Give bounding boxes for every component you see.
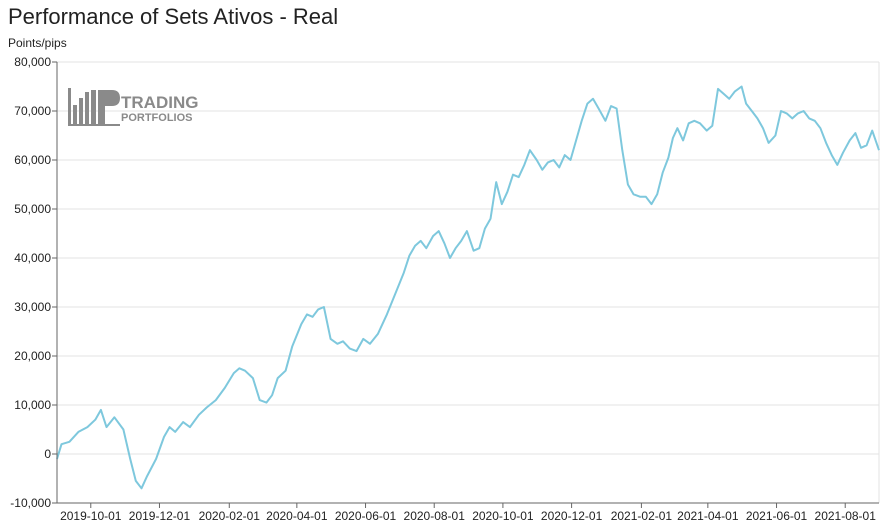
y-tick-label: 60,000	[14, 153, 51, 167]
x-axis: 2019-10-01 2019-12-01 2020-02-01 2020-04-01…	[57, 502, 879, 523]
x-tick-label: 2019-10-01	[60, 509, 122, 523]
x-tick-label: 2021-08-01	[815, 509, 877, 523]
series-line	[56, 85, 880, 490]
y-tick-label: 50,000	[14, 202, 51, 216]
x-tick-label: 2020-12-01	[541, 509, 603, 523]
y-tick-label: 30,000	[14, 300, 51, 314]
trading-portfolios-logo: TRADING PORTFOLIOS	[68, 88, 198, 126]
logo-bar-1	[68, 88, 71, 124]
x-tick-label: 2020-08-01	[404, 509, 466, 523]
gridlines	[57, 61, 880, 504]
logo-bar-3	[79, 98, 83, 124]
logo-text-trading: TRADING	[121, 93, 198, 112]
x-tick-label: 2020-02-01	[199, 509, 261, 523]
x-tick-label: 2020-04-01	[266, 509, 328, 523]
y-tick-label: 40,000	[14, 251, 51, 265]
chart-title: Performance of Sets Ativos - Real	[8, 4, 339, 29]
y-tick-label: 10,000	[14, 398, 51, 412]
x-tick-label: 2021-02-01	[611, 509, 673, 523]
x-tick-label: 2021-04-01	[677, 509, 739, 523]
logo-p-shape	[98, 90, 120, 124]
y-tick-label: 0	[44, 447, 51, 461]
logo-bar-5	[91, 90, 96, 124]
x-tick-label: 2020-06-01	[335, 509, 397, 523]
logo-text-portfolios: PORTFOLIOS	[121, 112, 193, 124]
x-tick-label: 2020-10-01	[472, 509, 534, 523]
logo-baseline	[68, 124, 120, 126]
y-axis-unit-label: Points/pips	[8, 36, 67, 50]
y-tick-label: 80,000	[14, 55, 51, 69]
logo-bar-4	[85, 92, 89, 124]
x-tick-label: 2019-12-01	[129, 509, 191, 523]
logo-bar-2	[73, 105, 77, 124]
x-tick-label: 2021-06-01	[746, 509, 808, 523]
y-tick-label: 70,000	[14, 104, 51, 118]
series-group	[56, 85, 880, 490]
y-axis: -10,000 0 10,000 20,000 30,000 40,000 50,000 60…	[10, 55, 58, 510]
y-tick-label: -10,000	[10, 496, 51, 510]
y-tick-label: 20,000	[14, 349, 51, 363]
